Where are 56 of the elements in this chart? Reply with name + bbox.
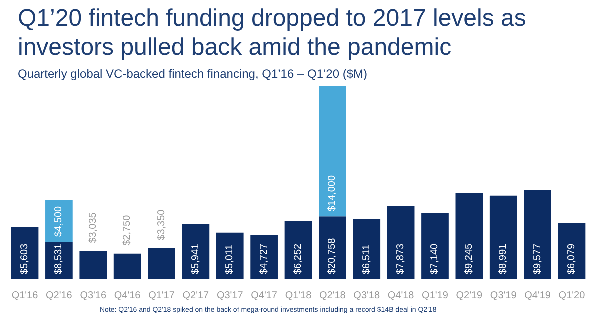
x-tick-label: Q2'18 <box>320 290 346 302</box>
x-tick-label: Q1'20 <box>558 290 586 302</box>
total-label: $3,035 <box>88 212 99 244</box>
bar <box>284 221 312 280</box>
total-label: $3,350 <box>156 209 168 240</box>
x-tick-label: Q3'18 <box>354 290 380 302</box>
total-label: $5,603 <box>20 243 31 274</box>
bar <box>319 216 346 280</box>
total-label: $5,011 <box>224 244 236 274</box>
bar <box>114 254 142 280</box>
total-label: $6,079 <box>566 243 578 274</box>
total-label: $8,991 <box>498 243 510 274</box>
total-label: $8,531 <box>54 243 65 274</box>
x-tick-label: Q3'17 <box>216 290 244 302</box>
bar <box>353 218 381 280</box>
bar <box>182 224 210 280</box>
bar <box>387 206 415 280</box>
total-label: $6,252 <box>293 243 304 274</box>
x-tick-label: Q4'19 <box>524 290 552 302</box>
bar <box>456 194 484 280</box>
x-tick-label: Q4'18 <box>388 290 415 302</box>
chart-title: Q1’20 fintech funding dropped to 2017 levels as investors pulled back amid the pandemic <box>18 4 528 62</box>
bar <box>148 248 176 280</box>
bar <box>250 236 278 280</box>
bar <box>422 213 449 280</box>
x-tick-label: Q3'16 <box>80 290 108 302</box>
bar <box>46 200 73 242</box>
chart-subtitle: Quarterly global VC-backed fintech financing, Q1’16 – Q1’20 ($M) <box>18 66 368 83</box>
x-tick-label: Q1'18 <box>285 290 312 302</box>
total-label: $9,245 <box>464 243 475 274</box>
bar <box>558 222 586 280</box>
x-tick-label: Q2'19 <box>456 290 484 302</box>
x-tick-label: Q2'17 <box>182 290 210 302</box>
bar <box>524 190 552 280</box>
total-label: $7,873 <box>396 243 407 274</box>
data-label: $14,000 <box>327 175 338 212</box>
bar <box>490 196 518 280</box>
bar <box>319 86 346 217</box>
x-tick-label: Q4'17 <box>251 290 278 302</box>
data-label: $4,500 <box>54 206 65 238</box>
x-tick-label: Q1'16 <box>12 290 39 302</box>
total-label: $5,941 <box>190 243 202 274</box>
total-label: $9,577 <box>532 243 544 274</box>
x-tick-label: Q2'16 <box>46 290 73 302</box>
total-label: $20,758 <box>327 238 338 274</box>
x-tick-label: Q1'19 <box>422 290 449 302</box>
total-label: $6,511 <box>361 244 372 274</box>
x-tick-label: Q3'19 <box>490 290 518 302</box>
total-label: $7,140 <box>430 243 441 274</box>
bar <box>80 251 108 280</box>
x-tick-label: Q1'17 <box>148 290 176 302</box>
x-tick-label: Q4'16 <box>114 290 142 302</box>
total-label: $2,750 <box>122 214 134 246</box>
bar <box>216 232 244 280</box>
bar <box>11 227 39 280</box>
total-label: $4,727 <box>258 243 270 274</box>
